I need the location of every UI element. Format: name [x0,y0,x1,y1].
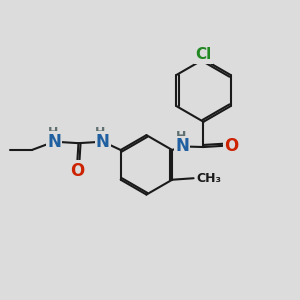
Text: H: H [176,130,186,143]
Text: O: O [70,162,84,180]
Text: CH₃: CH₃ [196,172,221,185]
Text: Cl: Cl [195,47,212,62]
Text: H: H [47,126,58,139]
Text: N: N [96,133,110,151]
Text: O: O [224,136,239,154]
Text: N: N [175,137,189,155]
Text: H: H [95,126,105,139]
Text: N: N [47,133,61,151]
